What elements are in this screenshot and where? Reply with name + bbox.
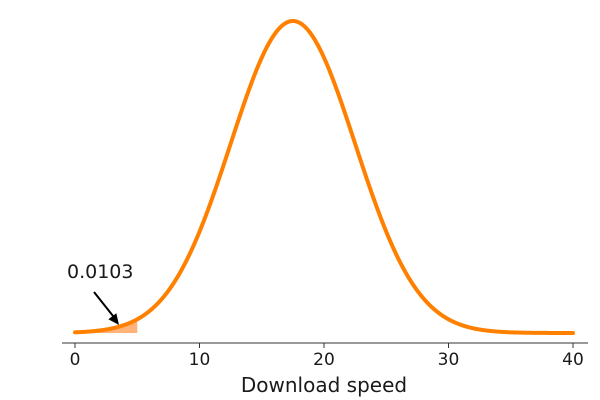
x-tick-label: 30 <box>438 350 460 370</box>
shaded-tail-group <box>75 319 138 333</box>
x-axis-label: Download speed <box>241 373 407 397</box>
density-curve <box>73 19 575 335</box>
x-tick-label: 20 <box>313 350 335 370</box>
x-ticks: 0 10 20 30 40 <box>70 343 584 370</box>
annotation-arrow-head <box>108 313 119 325</box>
annotation-label: 0.0103 <box>67 261 133 283</box>
x-tick-label: 0 <box>70 350 81 370</box>
shaded-tail-area <box>75 319 138 333</box>
x-tick-label: 40 <box>562 350 584 370</box>
annotation: 0.0103 <box>67 261 133 325</box>
x-tick-label: 10 <box>189 350 211 370</box>
